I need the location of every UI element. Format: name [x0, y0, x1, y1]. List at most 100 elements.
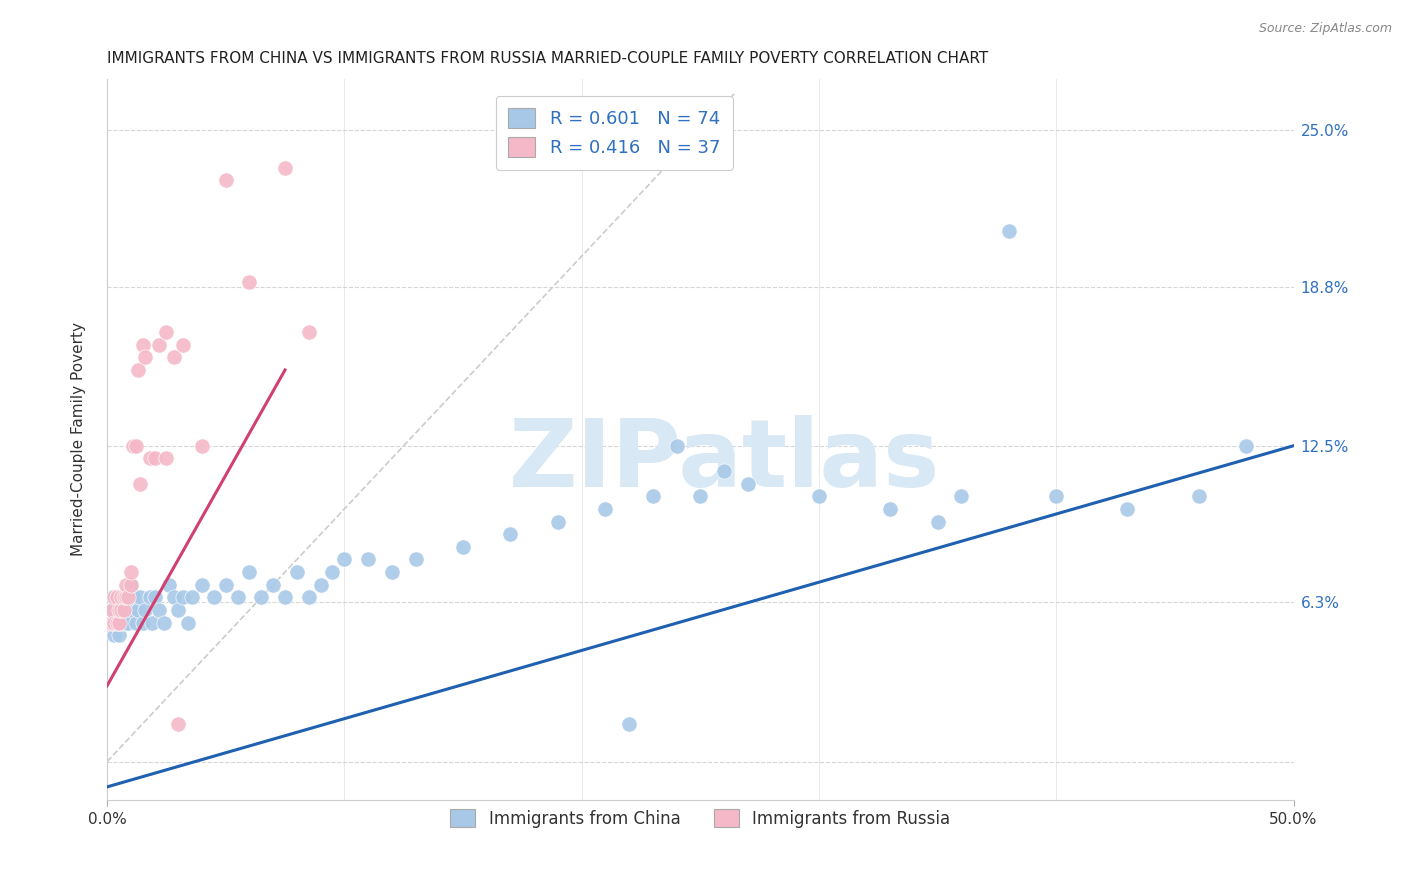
Point: [110, 591, 132, 605]
Point: [167, 716, 190, 731]
Point: [139, 451, 162, 466]
Point: [120, 578, 142, 592]
Point: [285, 565, 308, 579]
Point: [112, 591, 135, 605]
Y-axis label: Married-Couple Family Poverty: Married-Couple Family Poverty: [72, 322, 86, 557]
Point: [148, 603, 170, 617]
Point: [112, 603, 135, 617]
Point: [262, 578, 284, 592]
Point: [298, 325, 321, 339]
Point: [117, 615, 139, 630]
Point: [103, 615, 125, 630]
Point: [641, 489, 664, 503]
Point: [108, 628, 131, 642]
Point: [115, 603, 138, 617]
Point: [167, 603, 190, 617]
Point: [115, 615, 138, 630]
Point: [117, 591, 139, 605]
Point: [172, 337, 194, 351]
Point: [105, 615, 128, 630]
Point: [143, 451, 166, 466]
Point: [103, 615, 125, 630]
Point: [122, 439, 145, 453]
Point: [451, 540, 474, 554]
Point: [108, 603, 131, 617]
Point: [177, 615, 200, 630]
Point: [274, 591, 297, 605]
Point: [120, 578, 142, 592]
Point: [309, 578, 332, 592]
Point: [181, 591, 204, 605]
Point: [155, 325, 177, 339]
Point: [807, 489, 830, 503]
Point: [737, 476, 759, 491]
Point: [117, 591, 139, 605]
Point: [98, 615, 121, 630]
Point: [202, 591, 225, 605]
Point: [105, 591, 128, 605]
Point: [274, 161, 297, 175]
Point: [110, 615, 132, 630]
Point: [127, 363, 149, 377]
Point: [927, 515, 949, 529]
Point: [131, 615, 153, 630]
Point: [162, 591, 184, 605]
Point: [112, 591, 135, 605]
Point: [120, 565, 142, 579]
Point: [110, 591, 132, 605]
Point: [191, 578, 214, 592]
Point: [162, 351, 184, 365]
Point: [129, 476, 152, 491]
Text: IMMIGRANTS FROM CHINA VS IMMIGRANTS FROM RUSSIA MARRIED-COUPLE FAMILY POVERTY CO: IMMIGRANTS FROM CHINA VS IMMIGRANTS FROM…: [107, 51, 988, 66]
Point: [153, 615, 176, 630]
Point: [238, 275, 260, 289]
Point: [155, 451, 177, 466]
Point: [108, 603, 131, 617]
Point: [122, 591, 145, 605]
Point: [131, 337, 153, 351]
Point: [157, 578, 180, 592]
Point: [101, 591, 124, 605]
Point: [321, 565, 343, 579]
Point: [120, 603, 142, 617]
Point: [238, 565, 260, 579]
Point: [381, 565, 404, 579]
Point: [617, 716, 640, 731]
Point: [103, 603, 125, 617]
Point: [405, 552, 427, 566]
Point: [103, 591, 125, 605]
Point: [124, 439, 146, 453]
Point: [134, 603, 156, 617]
Point: [879, 502, 901, 516]
Point: [105, 615, 128, 630]
Point: [101, 603, 124, 617]
Point: [298, 591, 321, 605]
Point: [1187, 489, 1209, 503]
Point: [689, 489, 711, 503]
Point: [997, 224, 1019, 238]
Point: [547, 515, 569, 529]
Point: [101, 615, 124, 630]
Point: [148, 337, 170, 351]
Text: ZIPatlas: ZIPatlas: [509, 415, 939, 507]
Point: [115, 591, 138, 605]
Point: [112, 615, 135, 630]
Point: [1045, 489, 1067, 503]
Point: [101, 603, 124, 617]
Point: [127, 603, 149, 617]
Point: [115, 578, 138, 592]
Point: [108, 615, 131, 630]
Point: [1116, 502, 1139, 516]
Text: Source: ZipAtlas.com: Source: ZipAtlas.com: [1258, 22, 1392, 36]
Point: [105, 591, 128, 605]
Point: [665, 439, 688, 453]
Point: [108, 615, 131, 630]
Point: [357, 552, 380, 566]
Point: [250, 591, 273, 605]
Legend: Immigrants from China, Immigrants from Russia: Immigrants from China, Immigrants from R…: [444, 803, 957, 834]
Point: [103, 628, 125, 642]
Point: [139, 591, 162, 605]
Point: [124, 615, 146, 630]
Point: [110, 603, 132, 617]
Point: [226, 591, 249, 605]
